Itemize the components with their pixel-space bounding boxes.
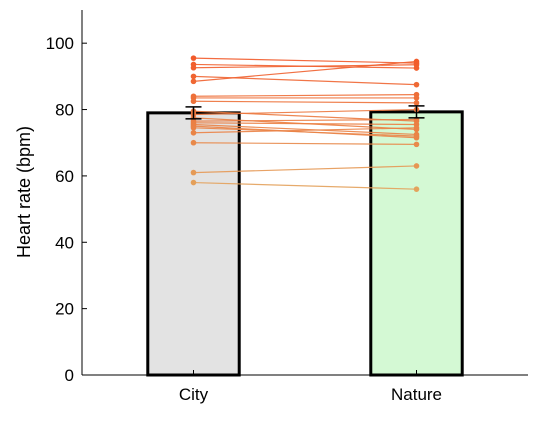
y-tick-label: 20 <box>55 300 74 319</box>
paired-line <box>193 75 417 86</box>
city-point <box>190 124 197 131</box>
paired-lines-layer <box>190 55 420 192</box>
axes-layer: 0 20 40 60 80 100 City Nature <box>46 10 528 404</box>
y-tick-label: 80 <box>55 101 74 120</box>
bar-nature <box>369 110 464 377</box>
city-point <box>190 129 197 136</box>
nature-point <box>413 133 420 139</box>
city-point <box>190 55 197 61</box>
city-point <box>190 98 197 105</box>
paired-line <box>193 165 417 174</box>
city-point <box>190 179 197 186</box>
y-tick-label: 100 <box>46 34 74 53</box>
paired-line <box>193 122 417 126</box>
paired-line <box>193 127 417 134</box>
bars-layer <box>146 110 464 377</box>
paired-line <box>193 57 417 64</box>
city-point <box>190 73 197 80</box>
city-point <box>190 139 197 146</box>
paired-line <box>193 108 417 116</box>
y-tick-label: 40 <box>55 233 74 252</box>
paired-line <box>193 127 417 137</box>
bar-city <box>146 111 241 377</box>
nature-point <box>413 141 420 148</box>
nature-point <box>413 81 420 88</box>
nature-point <box>413 163 420 169</box>
paired-line <box>193 94 417 97</box>
nature-point <box>413 95 420 101</box>
y-tick-label: 60 <box>55 167 74 186</box>
y-tick-label: 0 <box>65 366 74 385</box>
paired-line <box>193 60 417 82</box>
city-point <box>190 169 197 176</box>
paired-line <box>193 123 417 136</box>
x-tick-label: Nature <box>391 385 442 404</box>
y-axis-title: Heart rate (bpm) <box>14 126 34 258</box>
paired-line <box>193 181 417 190</box>
x-tick-label: City <box>179 385 209 404</box>
paired-line <box>193 142 417 145</box>
nature-point <box>413 58 420 65</box>
nature-point <box>413 186 420 192</box>
nature-point <box>413 100 420 106</box>
paired-line <box>193 100 417 104</box>
paired-line <box>193 118 417 122</box>
nature-point <box>413 124 420 131</box>
error-bars-layer <box>185 105 425 120</box>
city-point <box>190 64 197 71</box>
city-point <box>190 78 197 85</box>
